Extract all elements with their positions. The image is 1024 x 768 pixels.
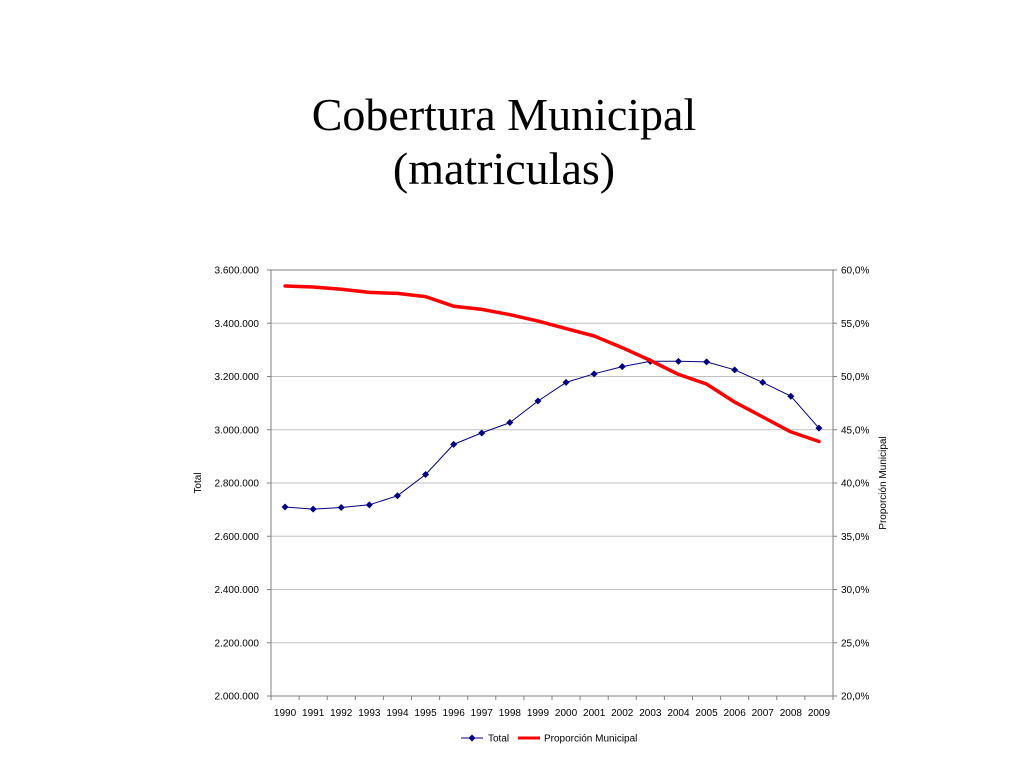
x-tick-label: 2001 xyxy=(583,708,606,719)
x-tick-label: 1995 xyxy=(414,708,437,719)
data-point-total xyxy=(365,501,373,509)
legend-total-marker xyxy=(468,734,476,742)
x-tick-label: 2000 xyxy=(555,708,578,719)
data-point-total xyxy=(618,363,626,371)
right-tick-label: 50,0% xyxy=(841,372,869,383)
gridlines xyxy=(271,322,833,644)
slide-title: Cobertura Municipal (matriculas) xyxy=(0,88,1008,196)
left-tick-label: 2.800.000 xyxy=(215,479,260,490)
x-tick-label: 2005 xyxy=(695,708,718,719)
right-tick-label: 30,0% xyxy=(841,585,869,596)
right-tick-label: 20,0% xyxy=(841,692,869,703)
data-point-total xyxy=(703,358,711,366)
x-axis-ticks: 1990 1991 1992 1993 1994 1995 1996 1997 1998 1999… xyxy=(270,696,834,719)
left-axis-ticks: 2.000.000 2.200.000 2.400.000 2.600.000 2.80… xyxy=(215,266,271,703)
series-layer xyxy=(281,284,823,513)
left-tick-label: 3.200.000 xyxy=(215,372,260,383)
data-point-total xyxy=(815,424,823,432)
right-axis-label: Proporción Municipal xyxy=(878,436,889,529)
left-tick-label: 2.000.000 xyxy=(215,692,260,703)
data-point-total xyxy=(478,429,486,437)
left-tick-label: 3.600.000 xyxy=(215,266,260,277)
legend-total-label: Total xyxy=(488,734,509,745)
data-point-total xyxy=(422,470,430,478)
slide-title-line-1: Cobertura Municipal xyxy=(311,89,697,140)
data-point-total xyxy=(787,392,795,400)
right-tick-label: 40,0% xyxy=(841,479,869,490)
data-point-total xyxy=(506,419,514,427)
x-tick-label: 1993 xyxy=(358,708,381,719)
series-line-total xyxy=(284,360,820,510)
left-tick-label: 3.400.000 xyxy=(215,319,260,330)
data-point-total xyxy=(731,366,739,374)
legend: Total Proporción Municipal xyxy=(461,734,637,745)
x-tick-label: 2002 xyxy=(611,708,634,719)
x-tick-label: 1990 xyxy=(274,708,297,719)
data-point-total xyxy=(309,505,317,513)
x-tick-label: 2007 xyxy=(752,708,775,719)
left-tick-label: 3.000.000 xyxy=(215,425,260,436)
right-tick-label: 25,0% xyxy=(841,638,869,649)
data-point-total xyxy=(590,370,598,378)
data-point-total xyxy=(534,397,542,405)
right-axis-ticks: 20,0% 25,0% 30,0% 35,0% 40,0% 45,0% 50,0% 55,0%… xyxy=(833,266,869,703)
x-tick-label: 1998 xyxy=(499,708,522,719)
data-point-total xyxy=(759,378,767,386)
left-tick-label: 2.200.000 xyxy=(215,638,260,649)
legend-proporcion-label: Proporción Municipal xyxy=(544,734,637,745)
x-tick-label: 2006 xyxy=(724,708,747,719)
x-tick-label: 1997 xyxy=(471,708,494,719)
x-tick-label: 1991 xyxy=(302,708,325,719)
slide-title-line-2: (matriculas) xyxy=(392,143,616,194)
left-tick-label: 2.600.000 xyxy=(215,532,260,543)
right-tick-label: 45,0% xyxy=(841,425,869,436)
x-tick-label: 1999 xyxy=(527,708,550,719)
data-point-total xyxy=(674,357,682,365)
right-tick-label: 35,0% xyxy=(841,532,869,543)
right-tick-label: 60,0% xyxy=(841,266,869,277)
data-point-total xyxy=(393,492,401,500)
x-tick-label: 2004 xyxy=(667,708,690,719)
right-tick-label: 55,0% xyxy=(841,319,869,330)
data-point-total xyxy=(450,440,458,448)
x-tick-label: 1992 xyxy=(330,708,353,719)
x-tick-label: 2009 xyxy=(808,708,831,719)
x-tick-label: 2003 xyxy=(639,708,662,719)
left-axis-label: Total xyxy=(193,472,204,493)
data-point-total xyxy=(337,503,345,511)
x-tick-label: 2008 xyxy=(780,708,803,719)
x-tick-label: 1996 xyxy=(443,708,466,719)
data-point-total xyxy=(562,378,570,386)
series-line-proporcion-municipal xyxy=(283,284,821,444)
x-tick-label: 1994 xyxy=(386,708,409,719)
data-point-total xyxy=(281,503,289,511)
left-tick-label: 2.400.000 xyxy=(215,585,260,596)
